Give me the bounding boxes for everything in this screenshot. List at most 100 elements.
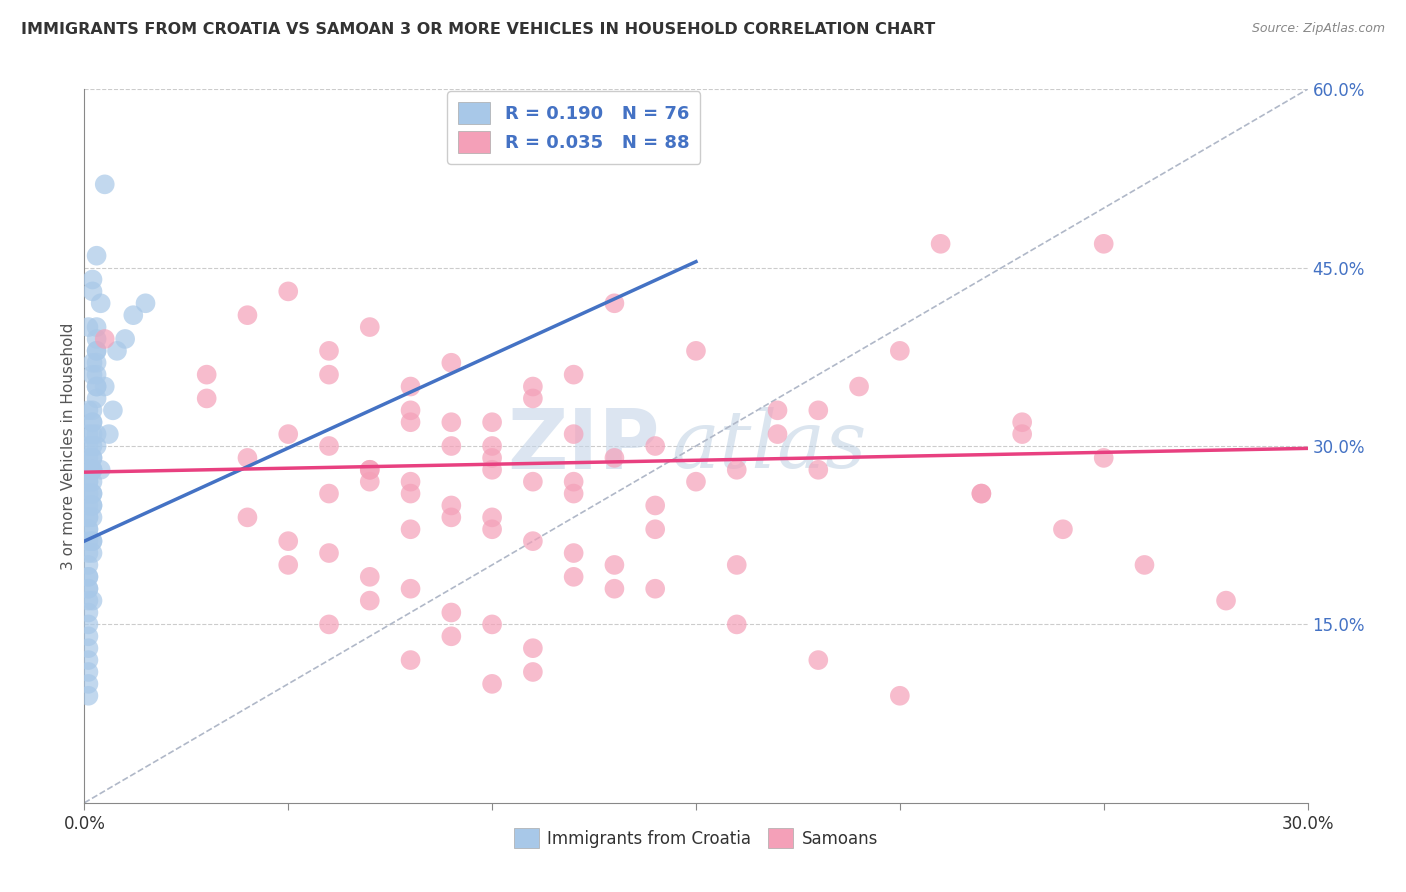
Text: ZIP: ZIP <box>506 406 659 486</box>
Point <box>82 463 104 477</box>
Point <box>77 450 100 465</box>
Point <box>77 522 100 536</box>
Point <box>1011 427 1033 442</box>
Point <box>440 439 463 453</box>
Point <box>77 475 100 489</box>
Point <box>522 392 544 406</box>
Point <box>359 475 381 489</box>
Point <box>562 475 585 489</box>
Point <box>766 427 789 442</box>
Point <box>82 593 104 607</box>
Point <box>86 379 108 393</box>
Point <box>522 641 544 656</box>
Point <box>82 463 104 477</box>
Point <box>970 486 993 500</box>
Point <box>318 486 340 500</box>
Point <box>644 499 666 513</box>
Point <box>522 379 544 393</box>
Point <box>82 356 104 370</box>
Point <box>77 510 100 524</box>
Point <box>77 558 100 572</box>
Point <box>399 522 422 536</box>
Point <box>82 368 104 382</box>
Point <box>603 450 626 465</box>
Point <box>522 475 544 489</box>
Text: Source: ZipAtlas.com: Source: ZipAtlas.com <box>1251 22 1385 36</box>
Point <box>93 332 115 346</box>
Point <box>77 570 100 584</box>
Point <box>399 486 422 500</box>
Point <box>82 486 104 500</box>
Legend: Immigrants from Croatia, Samoans: Immigrants from Croatia, Samoans <box>508 822 884 855</box>
Point <box>481 450 503 465</box>
Point <box>644 522 666 536</box>
Point <box>481 522 503 536</box>
Point <box>522 665 544 679</box>
Point <box>86 320 108 334</box>
Point <box>277 285 299 299</box>
Point <box>77 582 100 596</box>
Point <box>440 356 463 370</box>
Point <box>114 332 136 346</box>
Point <box>77 403 100 417</box>
Point <box>82 285 104 299</box>
Point <box>522 534 544 549</box>
Point <box>77 677 100 691</box>
Point <box>929 236 952 251</box>
Point <box>277 534 299 549</box>
Point <box>889 343 911 358</box>
Point <box>82 534 104 549</box>
Point <box>807 463 830 477</box>
Point <box>440 606 463 620</box>
Point <box>82 415 104 429</box>
Point <box>77 689 100 703</box>
Point <box>848 379 870 393</box>
Point <box>359 570 381 584</box>
Point <box>725 558 748 572</box>
Point <box>77 320 100 334</box>
Point <box>86 249 108 263</box>
Point <box>82 450 104 465</box>
Point <box>399 475 422 489</box>
Point <box>86 343 108 358</box>
Point <box>82 546 104 560</box>
Point <box>644 582 666 596</box>
Point <box>90 463 112 477</box>
Point <box>440 510 463 524</box>
Point <box>195 368 218 382</box>
Point <box>1052 522 1074 536</box>
Point <box>195 392 218 406</box>
Point <box>562 368 585 382</box>
Point <box>481 463 503 477</box>
Point <box>685 475 707 489</box>
Point <box>86 392 108 406</box>
Point <box>807 653 830 667</box>
Point <box>481 510 503 524</box>
Point <box>77 427 100 442</box>
Point <box>77 629 100 643</box>
Point <box>277 427 299 442</box>
Point <box>440 629 463 643</box>
Point <box>105 343 128 358</box>
Point <box>562 486 585 500</box>
Point <box>101 403 124 417</box>
Point <box>318 368 340 382</box>
Point <box>77 463 100 477</box>
Point <box>481 415 503 429</box>
Point <box>318 546 340 560</box>
Point <box>82 450 104 465</box>
Point <box>135 296 157 310</box>
Point <box>440 499 463 513</box>
Point <box>122 308 145 322</box>
Point <box>82 439 104 453</box>
Point <box>86 356 108 370</box>
Point <box>359 320 381 334</box>
Point <box>82 415 104 429</box>
Point <box>1092 236 1115 251</box>
Point <box>603 558 626 572</box>
Point <box>93 379 115 393</box>
Point <box>82 510 104 524</box>
Point <box>236 450 259 465</box>
Point <box>93 178 115 192</box>
Point <box>481 439 503 453</box>
